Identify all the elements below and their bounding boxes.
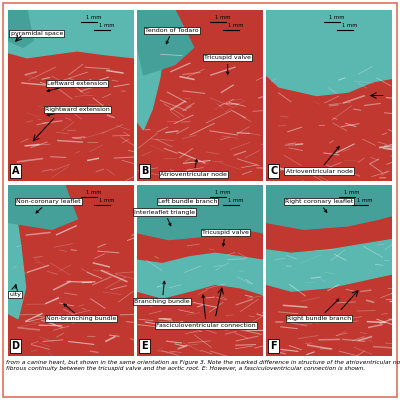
- Text: Atrioventricular node: Atrioventricular node: [160, 160, 227, 177]
- Polygon shape: [8, 10, 134, 58]
- Polygon shape: [266, 185, 392, 229]
- Text: 1 mm: 1 mm: [99, 198, 114, 204]
- Text: 1 mm: 1 mm: [86, 15, 102, 20]
- Polygon shape: [266, 240, 392, 291]
- Text: C: C: [270, 166, 277, 176]
- Text: pyramidal space: pyramidal space: [10, 31, 63, 36]
- Text: E: E: [141, 341, 148, 351]
- Text: 1 mm: 1 mm: [342, 24, 357, 28]
- Text: Non-branching bundle: Non-branching bundle: [46, 304, 116, 321]
- Text: Interleaflet triangle: Interleaflet triangle: [134, 210, 195, 226]
- Polygon shape: [137, 10, 165, 130]
- Text: 1 mm: 1 mm: [344, 190, 360, 195]
- Text: Tricuspid valve: Tricuspid valve: [204, 55, 251, 74]
- Text: Rightward extension: Rightward extension: [45, 107, 110, 116]
- Text: Right bundle branch: Right bundle branch: [287, 299, 351, 321]
- Text: Left bundle branch: Left bundle branch: [158, 199, 217, 212]
- Polygon shape: [8, 10, 33, 47]
- Polygon shape: [8, 185, 77, 229]
- Polygon shape: [8, 185, 26, 319]
- Text: A: A: [12, 166, 19, 176]
- Text: from a canine heart, but shown in the same orientation as Figure 3. Note the mar: from a canine heart, but shown in the sa…: [6, 360, 400, 371]
- Polygon shape: [137, 253, 263, 298]
- Text: Leftward extension: Leftward extension: [47, 81, 107, 92]
- Text: Non-coronary leaflet: Non-coronary leaflet: [16, 199, 80, 213]
- Polygon shape: [266, 10, 392, 96]
- Text: 1 mm: 1 mm: [228, 198, 243, 204]
- Text: Tendon of Todaro: Tendon of Todaro: [146, 28, 199, 44]
- Text: 1 mm: 1 mm: [86, 190, 102, 195]
- Text: Fasciculoventricular connection: Fasciculoventricular connection: [156, 295, 256, 328]
- Text: Branching bundle: Branching bundle: [134, 281, 190, 304]
- Polygon shape: [137, 10, 194, 75]
- Text: 1 mm: 1 mm: [329, 15, 344, 20]
- Text: Tricuspid valve: Tricuspid valve: [202, 230, 249, 246]
- Text: uity: uity: [9, 292, 21, 297]
- Text: 1 mm: 1 mm: [357, 198, 372, 204]
- Text: 1 mm: 1 mm: [215, 190, 231, 195]
- Text: 1 mm: 1 mm: [215, 15, 231, 20]
- Text: D: D: [12, 341, 20, 351]
- Polygon shape: [137, 185, 263, 240]
- Text: B: B: [141, 166, 148, 176]
- Text: Atrioventricular node: Atrioventricular node: [286, 146, 352, 174]
- Text: 1 mm: 1 mm: [228, 24, 243, 28]
- Text: Right coronary leaflet: Right coronary leaflet: [285, 199, 353, 212]
- Text: 1 mm: 1 mm: [99, 24, 114, 28]
- Text: F: F: [270, 341, 277, 351]
